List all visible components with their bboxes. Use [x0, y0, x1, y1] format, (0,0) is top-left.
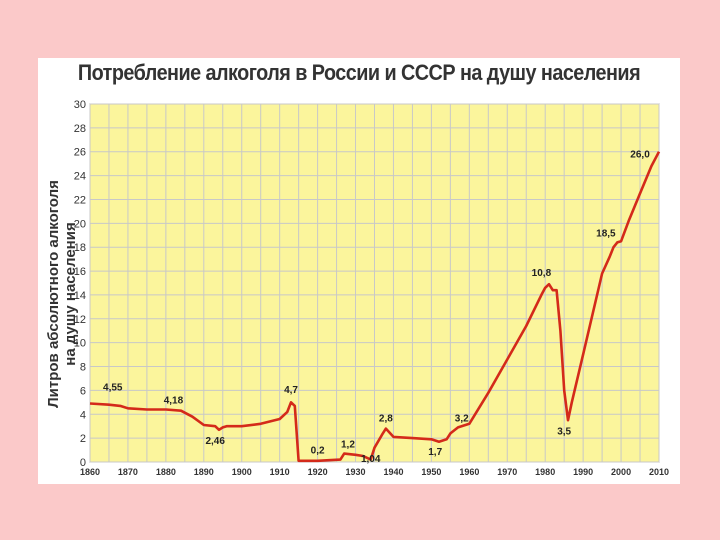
series-line	[89, 151, 661, 463]
y-tick-label: 8	[80, 362, 86, 374]
y-axis-label: Литров абсолютного алкоголя на душу насе…	[45, 180, 79, 408]
data-label: 4,7	[284, 385, 298, 396]
x-tick-label: 1940	[383, 467, 403, 477]
x-axis-ticks: 1860 1870 1880 1890 1900 1910 1920 1930 1940 1950…	[80, 467, 669, 477]
x-tick-label: 1930	[346, 467, 366, 477]
x-tick-label: 2010	[649, 467, 669, 477]
y-tick-label: 4	[80, 409, 86, 421]
y-tick-label: 10	[74, 338, 86, 350]
data-label: 10,8	[532, 268, 552, 279]
y-tick-label: 0	[80, 457, 86, 469]
data-label: 1,7	[428, 447, 442, 458]
data-label: 3,5	[557, 427, 571, 438]
x-tick-label: 1980	[535, 467, 555, 477]
y-tick-label: 2	[80, 433, 86, 445]
data-label: 1,04	[361, 454, 381, 465]
y-tick-label: 18	[74, 242, 86, 254]
y-tick-label: 6	[80, 385, 86, 397]
y-tick-label: 14	[74, 290, 86, 302]
data-label: 26,0	[630, 150, 650, 161]
x-tick-label: 2000	[611, 467, 631, 477]
x-tick-label: 1950	[421, 467, 441, 477]
x-tick-label: 1860	[80, 467, 100, 477]
y-tick-label: 12	[74, 314, 86, 326]
x-tick-label: 1960	[459, 467, 479, 477]
data-label: 1,2	[341, 440, 355, 451]
y-tick-label: 24	[74, 171, 86, 183]
y-tick-label: 20	[74, 218, 86, 230]
data-label: 3,2	[455, 413, 469, 424]
chart-card: Потребление алкоголя в России и СССР на …	[38, 58, 680, 484]
y-tick-label: 22	[74, 194, 86, 206]
y-tick-label: 16	[74, 266, 86, 278]
y-tick-label: 26	[74, 147, 86, 159]
series-layer	[89, 151, 661, 463]
x-tick-label: 1920	[308, 467, 328, 477]
x-tick-label: 1990	[573, 467, 593, 477]
x-tick-label: 1890	[194, 467, 214, 477]
data-labels: 4,55 4,18 2,46 4,7 0,2 1,2 1,04 2,8 1,7 3,2 10,8 3,…	[103, 150, 650, 465]
data-label: 18,5	[596, 228, 616, 239]
y-tick-label: 30	[74, 99, 86, 111]
data-label: 2,8	[379, 413, 393, 424]
x-tick-label: 1900	[232, 467, 252, 477]
chart-title: Потребление алкоголя в России и СССР на …	[77, 60, 641, 85]
y-axis-label-line-1: Литров абсолютного алкоголя	[45, 180, 62, 408]
x-tick-label: 1970	[497, 467, 517, 477]
y-tick-label: 28	[74, 123, 86, 135]
data-label: 4,55	[103, 382, 123, 393]
x-tick-label: 1880	[156, 467, 176, 477]
x-tick-label: 1910	[270, 467, 290, 477]
data-label: 2,46	[205, 436, 225, 447]
data-label: 0,2	[311, 446, 325, 457]
x-tick-label: 1870	[118, 467, 138, 477]
y-axis-label-line-2: на душу населения	[62, 222, 79, 365]
data-label: 4,18	[164, 396, 184, 407]
